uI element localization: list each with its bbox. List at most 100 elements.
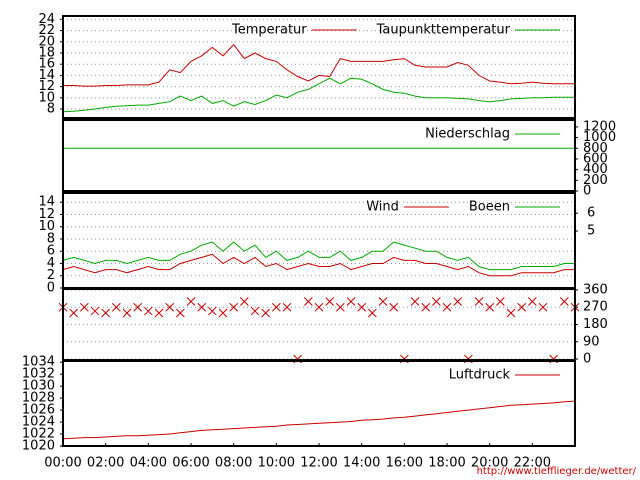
y-tick-label: 1028 [22, 391, 55, 406]
y-tick-label: 270 [583, 300, 608, 315]
y-tick-label: 1030 [22, 379, 55, 394]
y-tick-label: 1200 [583, 119, 616, 134]
cross-stroke [282, 302, 292, 312]
cross-stroke [111, 302, 121, 312]
scatter-point [90, 306, 100, 316]
series-line [63, 43, 575, 87]
y-tick-label: 180 [583, 317, 608, 332]
scatter-point [357, 302, 367, 312]
scatter-point [271, 302, 281, 312]
cross-stroke [101, 308, 111, 318]
cross-stroke [79, 302, 89, 312]
scatter-point [442, 302, 452, 312]
series-line [62, 253, 575, 277]
legend-label: Boeen [469, 200, 510, 215]
y-tick-label: 24 [38, 12, 55, 27]
cross-stroke [122, 308, 132, 318]
x-tick-label: 16:00 [386, 456, 423, 471]
y-tick-label: 18 [38, 45, 55, 60]
y-tick-label: 1022 [22, 427, 55, 442]
scatter-point [207, 306, 217, 316]
scatter-point [79, 302, 89, 312]
cross-stroke [133, 302, 143, 312]
scatter-point [389, 302, 399, 312]
y-tick-label: 6 [47, 244, 55, 259]
scatter-point [559, 297, 569, 306]
scatter-point [517, 302, 527, 312]
scatter-point [367, 308, 377, 318]
y-tick-label: 12 [38, 207, 55, 222]
x-tick-label: 10:00 [258, 456, 295, 471]
cross-stroke [538, 302, 548, 312]
cross-stroke [154, 308, 164, 318]
cross-stroke [378, 297, 388, 306]
cross-stroke [207, 306, 217, 316]
scatter-point [485, 302, 495, 312]
x-tick-label: 20:00 [471, 456, 508, 471]
cross-stroke [527, 297, 537, 306]
y-tick-label: 800 [583, 141, 608, 156]
cross-stroke [303, 297, 313, 306]
y-tick-label: 4 [47, 256, 55, 271]
scatter-point [101, 308, 111, 318]
scatter-point [335, 302, 345, 312]
scatter-point [474, 297, 484, 306]
scatter-point [282, 302, 292, 312]
cross-stroke [431, 297, 441, 306]
x-tick-label: 12:00 [300, 456, 337, 471]
scatter-point [325, 297, 335, 306]
cross-stroke [271, 302, 281, 312]
panel-frame [62, 15, 576, 119]
cross-stroke [197, 302, 207, 312]
cross-stroke [90, 306, 100, 316]
cross-stroke [506, 308, 516, 318]
scatter-point [111, 302, 121, 312]
scatter-point [453, 297, 463, 306]
cross-stroke [218, 308, 228, 318]
scatter-point [527, 297, 537, 306]
cross-stroke [314, 302, 324, 312]
y-tick-label: 16 [38, 57, 55, 72]
cross-stroke [559, 297, 569, 306]
y-tick-label: 1020 [22, 439, 55, 454]
scatter-point [175, 308, 185, 318]
series-line [62, 77, 575, 113]
cross-stroke [517, 302, 527, 312]
scatter-point [538, 302, 548, 312]
legend-label: Taupunkttemperatur [376, 23, 511, 38]
cross-stroke [335, 302, 345, 312]
scatter-point [143, 306, 153, 316]
panel-frame [62, 119, 576, 192]
scatter-point [154, 308, 164, 318]
cross-stroke [165, 302, 175, 312]
y-tick-label: 1024 [22, 415, 55, 430]
panel-frame [62, 360, 576, 447]
cross-stroke [239, 297, 249, 306]
x-tick-label: 08:00 [215, 456, 252, 471]
scatter-point [122, 308, 132, 318]
y-tick-label: 600 [583, 151, 608, 166]
scatter-point [431, 297, 441, 306]
y2-tick-label: 5 [587, 224, 595, 239]
x-tick-label: 04:00 [130, 456, 167, 471]
y-tick-label: 1032 [22, 367, 55, 382]
scatter-point [378, 297, 388, 306]
scatter-point [69, 308, 79, 318]
y-tick-label: 0 [583, 184, 591, 199]
cross-stroke [325, 297, 335, 306]
y-tick-label: 10 [38, 219, 55, 234]
y-tick-label: 2 [47, 268, 55, 283]
scatter-point [250, 306, 260, 316]
y-tick-label: 8 [47, 231, 55, 246]
y-tick-label: 1000 [583, 130, 616, 145]
series-line [62, 400, 576, 440]
scatter-point [239, 297, 249, 306]
y-tick-label: 12 [38, 79, 55, 94]
cross-stroke [474, 297, 484, 306]
y-tick-label: 14 [38, 195, 55, 210]
y-tick-label: 8 [47, 102, 55, 117]
cross-stroke [69, 308, 79, 318]
scatter-point [495, 297, 505, 306]
scatter-point [506, 308, 516, 318]
